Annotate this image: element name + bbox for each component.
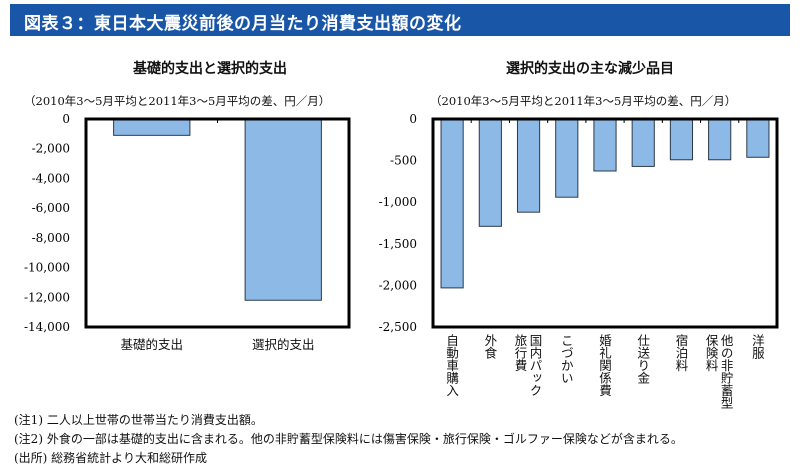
bar-1-7 — [708, 118, 732, 161]
bar-1-1 — [478, 118, 502, 227]
plot-frame — [84, 117, 351, 329]
y-tick-label: -8,000 — [32, 231, 70, 245]
category-label: 他の非貯蓄型 保険料 — [703, 334, 734, 409]
bar-1-3 — [555, 118, 579, 198]
category-label: 婚礼関係費 — [597, 334, 612, 397]
category-label: 基礎的支出 — [120, 337, 183, 352]
note-2: (注2) 外食の一部は基礎的支出に含まれる。他の非貯蓄型保険料には傷害保険・旅行… — [14, 432, 683, 446]
y-tick-label: -12,000 — [24, 290, 70, 304]
category-label: 選択的支出 — [251, 337, 315, 352]
bar-0-1 — [244, 118, 322, 301]
category-label: 仕送り金 — [635, 334, 651, 384]
right-chart-subtitle: （2010年3～5月平均と2011年3～5月平均の差、円／月） — [430, 94, 737, 108]
category-label: 宿泊料 — [673, 334, 689, 372]
bar-1-4 — [593, 118, 617, 172]
y-tick-label: -10,000 — [24, 261, 70, 275]
left-chart-subtitle: （2010年3～5月平均と2011年3～5月平均の差、円／月） — [24, 94, 331, 108]
y-tick-label: 0 — [62, 112, 70, 126]
bar-1-6 — [669, 118, 694, 161]
category-label: 国内パック 旅行費 — [512, 334, 543, 397]
y-tick-label: -500 — [390, 154, 417, 168]
category-label: こづかい — [558, 334, 574, 384]
bar-0-0 — [113, 118, 191, 136]
y-tick-label: -2,500 — [379, 320, 417, 334]
y-tick-label: -1,500 — [379, 237, 417, 251]
y-tick-label: -1,000 — [379, 195, 417, 209]
left-chart-title: 基礎的支出と選択的支出 — [133, 61, 287, 77]
y-tick-label: -6,000 — [32, 201, 70, 215]
y-tick-label: -2,000 — [32, 142, 70, 156]
y-tick-label: -4,000 — [32, 171, 70, 185]
bar-1-2 — [516, 118, 541, 213]
note-1: (注1) 二人以上世帯の世帯当たり消費支出額。 — [14, 413, 263, 427]
category-label: 洋服 — [749, 334, 765, 359]
figure-title: 図表３：東日本大震災前後の月当たり消費支出額の変化 — [24, 14, 462, 34]
category-label: 外食 — [482, 334, 498, 359]
category-label: 自動車購入 — [444, 334, 460, 397]
note-3: (出所) 総務省統計より大和総研作成 — [14, 451, 207, 465]
plot-frame — [431, 117, 779, 329]
bar-1-8 — [746, 118, 770, 158]
right-chart-title: 選択的支出の主な減少品目 — [506, 61, 674, 77]
bar-1-5 — [631, 118, 655, 167]
y-tick-label: -2,000 — [379, 278, 417, 292]
y-tick-label: 0 — [409, 112, 417, 126]
y-tick-label: -14,000 — [24, 320, 70, 334]
bar-1-0 — [440, 118, 464, 289]
figure-header: 図表３：東日本大震災前後の月当たり消費支出額の変化 — [10, 4, 790, 36]
